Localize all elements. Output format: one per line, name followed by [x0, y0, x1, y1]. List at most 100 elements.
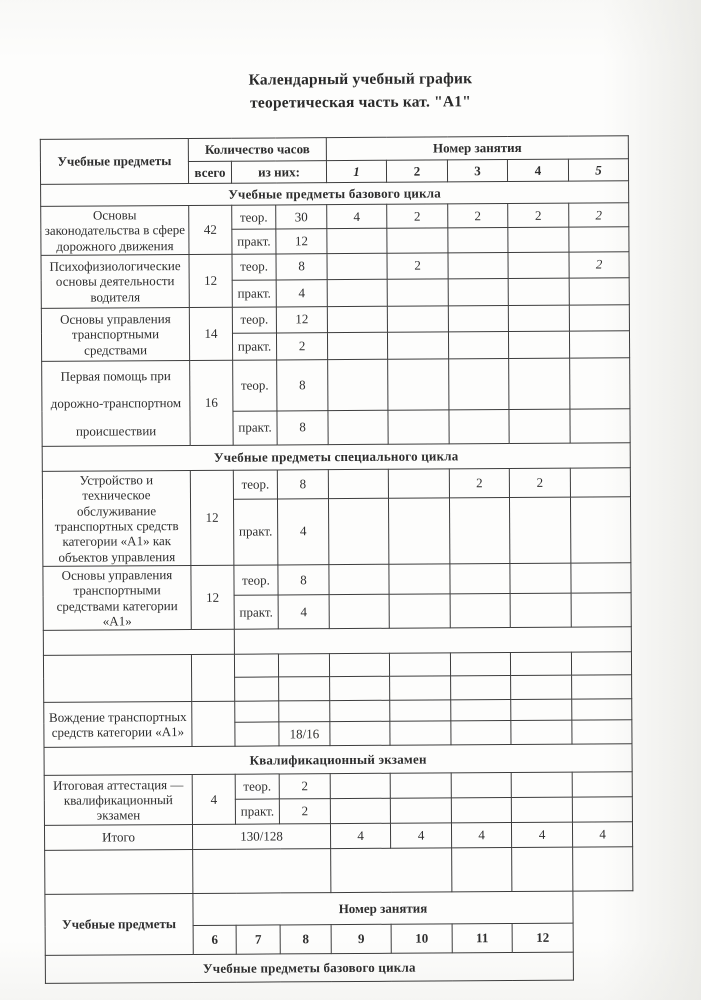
subject-name: Вождение транспортных средств категории …: [43, 701, 193, 748]
session-cell: [450, 699, 511, 722]
empty-cell: [451, 847, 512, 893]
table-row: Основы законодательства в сфере дорожног…: [40, 202, 629, 256]
header-col-1: 1: [326, 160, 387, 183]
section-row-exam: Квалификационный экзамен: [44, 743, 633, 776]
empty-cell: [191, 701, 236, 747]
session-cell: [509, 562, 572, 594]
subject-name: Устройство и техническое обслуживание тр…: [42, 470, 191, 567]
session-cell: [571, 651, 632, 676]
session-cell: [509, 496, 571, 564]
session-cell: [389, 700, 451, 722]
empty-cell: [330, 848, 452, 893]
total-hours-cell: 42: [188, 205, 232, 255]
header-col-2: 2: [386, 159, 448, 183]
session-cell: [572, 771, 633, 798]
session-cell: [388, 468, 450, 499]
session-cell: [569, 277, 630, 306]
session-cell: [508, 331, 570, 359]
table-row: Устройство и техническое обслуживание тр…: [42, 467, 631, 567]
session-cell: [389, 721, 451, 746]
session-cell: [387, 331, 449, 360]
practice-label: практ.: [231, 229, 276, 255]
session-cell: [511, 772, 573, 798]
session-cell: [387, 278, 449, 307]
session-cell: [447, 228, 508, 253]
session-cell: [329, 700, 390, 722]
theory-label: теор.: [232, 359, 277, 412]
header-col-7: 7: [236, 925, 281, 955]
session-cell: [327, 359, 388, 411]
session-cell: [508, 409, 571, 444]
practice-label: практ.: [232, 332, 277, 361]
subject-name: Основы управления транспортными средства…: [41, 307, 190, 362]
header-col-4: 4: [507, 159, 569, 182]
theory-hours-cell: 2: [279, 773, 331, 800]
session-cell: [328, 469, 389, 499]
session-cell: [511, 797, 573, 823]
totals-hours-cell: 130/128: [192, 823, 331, 850]
empty-cell: [234, 654, 279, 678]
practice-hours-cell: 4: [276, 279, 328, 307]
bottom-header-subjects: Учебные предметы: [44, 893, 194, 956]
session-cell: [508, 358, 570, 410]
bottom-section-base-label: Учебные предметы базового цикла: [45, 952, 574, 984]
theory-label: теор.: [233, 469, 278, 500]
empty-cell: [511, 847, 573, 892]
theory-hours-cell: 30: [275, 204, 327, 230]
session-cell: [389, 653, 451, 677]
session-cell: 2: [386, 203, 448, 229]
section-special-label: Учебные предметы специального цикла: [42, 442, 631, 472]
practice-label: практ.: [234, 595, 279, 630]
table-row: Основы управления транспортными средства…: [41, 304, 630, 362]
session-cell: [570, 562, 632, 594]
session-cell: 4: [511, 822, 573, 848]
empty-cell: [278, 700, 330, 723]
total-hours-cell: 12: [188, 254, 233, 308]
subject-name: Основы управления транспортными средства…: [42, 565, 192, 631]
table-row: Психофизиологические основы деятельности…: [40, 251, 630, 309]
session-cell: [327, 410, 389, 445]
session-cell: 2: [568, 202, 629, 228]
session-cell: [330, 773, 391, 799]
table-spacer: [573, 891, 634, 980]
session-cell: [451, 772, 512, 799]
empty-cell: [234, 722, 280, 747]
subject-name: Психофизиологические основы деятельности…: [40, 254, 190, 309]
session-cell: [327, 332, 388, 360]
session-cell: [510, 720, 572, 745]
empty-cell: [278, 653, 330, 678]
session-cell: [327, 306, 388, 333]
practice-hours-cell: 4: [278, 594, 330, 630]
session-cell: 4: [572, 821, 633, 848]
session-cell: [449, 497, 510, 564]
total-hours-cell: 16: [189, 360, 234, 446]
session-cell: [386, 228, 448, 254]
session-cell: [328, 498, 389, 565]
session-cell: [448, 278, 509, 306]
total-hours-cell: 12: [190, 470, 234, 566]
session-cell: [447, 252, 509, 279]
session-cell: [388, 563, 451, 595]
session-cell: [329, 594, 390, 629]
theory-label: теор.: [233, 564, 279, 596]
session-cell: 2: [568, 251, 630, 279]
practice-hours-cell: 2: [276, 332, 328, 360]
session-cell: [568, 227, 629, 253]
session-cell: [329, 653, 390, 677]
subject-name: Итоговая аттестация — квалификационный э…: [44, 774, 193, 826]
session-cell: [508, 305, 570, 332]
header-total: всего: [188, 161, 232, 184]
session-cell: [387, 409, 450, 445]
session-cell: 2: [449, 468, 510, 498]
session-cell: [507, 227, 569, 253]
empty-cell: [192, 848, 331, 894]
table-row: Основы управления транспортными средства…: [42, 562, 632, 631]
table-row: [44, 846, 633, 895]
practice-label: практ.: [235, 799, 280, 825]
session-cell: [329, 676, 390, 701]
header-col-11: 11: [452, 923, 513, 954]
theory-hours-cell: 8: [277, 469, 329, 499]
session-cell: [448, 358, 509, 410]
section-exam-label: Квалификационный экзамен: [44, 743, 633, 776]
